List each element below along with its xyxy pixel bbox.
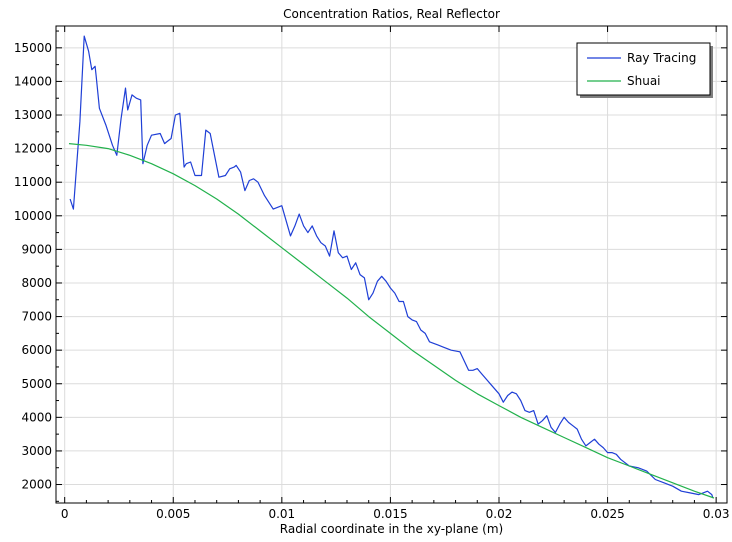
x-tick-label: 0.01 [268,507,295,521]
y-tick-label: 15000 [14,41,52,55]
legend-entry-label: Shuai [627,74,661,88]
legend: Ray Tracing Shuai [576,42,713,98]
y-tick-label: 10000 [14,209,52,223]
y-tick-label: 13000 [14,108,52,122]
series-layer [68,35,715,499]
series-line-shuai [68,143,715,499]
plot-frame [55,25,728,504]
grid-layer [56,26,727,503]
x-tick-label: 0 [61,507,69,521]
x-tick-label: 0.025 [590,507,624,521]
y-tick-label: 12000 [14,142,52,156]
chart-title: Concentration Ratios, Real Reflector [283,7,500,21]
x-tick-label: 0.02 [486,507,513,521]
legend-box [576,42,711,96]
x-axis-label: Radial coordinate in the xy-plane (m) [280,522,503,536]
y-tick-label: 2000 [21,478,52,492]
y-tick-label: 8000 [21,276,52,290]
x-tick-label: 0.03 [703,507,730,521]
y-tick-label: 5000 [21,377,52,391]
y-tick-label: 3000 [21,444,52,458]
y-tick-label: 11000 [14,175,52,189]
y-tick-label: 9000 [21,242,52,256]
y-tick-label: 6000 [21,343,52,357]
series-line-ray-tracing [69,35,714,499]
legend-entry-label: Ray Tracing [627,51,696,65]
y-tick-label: 7000 [21,310,52,324]
y-tick-label: 14000 [14,74,52,88]
x-tick-label: 0.015 [373,507,407,521]
x-tick-label: 0.005 [156,507,190,521]
y-tick-label: 4000 [21,410,52,424]
tick-layer: 0 0.005 0.01 0.015 0.02 0.025 0.03 2000 3000 4000… [14,26,730,521]
